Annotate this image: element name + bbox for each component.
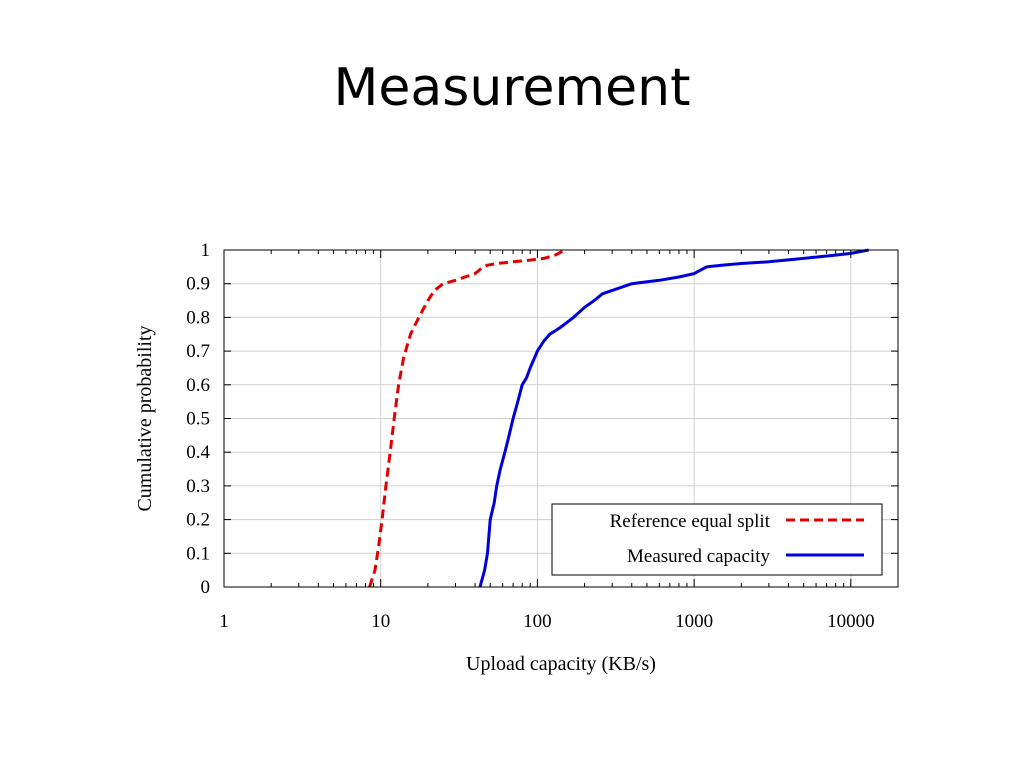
x-axis-label: Upload capacity (KB/s) [466, 653, 656, 675]
legend-entry-reference: Reference equal split [610, 511, 864, 532]
x-tick-label: 1 [219, 611, 229, 632]
y-axis-label: Cumulative probability [134, 325, 156, 511]
legend-box [551, 503, 883, 576]
y-tick-label: 0.7 [186, 341, 210, 362]
y-tick-label: 1 [201, 240, 211, 261]
y-tick-label: 0.9 [186, 274, 210, 295]
legend-label-measured: Measured capacity [627, 546, 770, 567]
series-line-reference [368, 248, 566, 588]
y-tick-label: 0.6 [186, 375, 210, 396]
legend-entry-measured: Measured capacity [627, 546, 864, 567]
y-tick-label: 0.2 [186, 510, 210, 531]
y-tick-label: 0.1 [186, 543, 210, 564]
y-tick-label: 0.5 [186, 409, 210, 430]
x-tick-label: 10 [371, 611, 390, 632]
y-tick-label: 0.8 [186, 307, 210, 328]
y-tick-label: 0 [201, 577, 211, 598]
legend-label-reference: Reference equal split [610, 511, 771, 532]
series-line-measured [478, 248, 869, 588]
x-tick-label: 10000 [827, 611, 875, 632]
y-tick-label: 0.3 [186, 476, 210, 497]
x-tick-label: 1000 [675, 611, 713, 632]
slide-title: Measurement [333, 58, 691, 118]
series-group [368, 248, 869, 588]
x-tick-label: 100 [523, 611, 552, 632]
legend: Reference equal split Measured capacity [551, 503, 883, 576]
y-tick-label: 0.4 [186, 442, 210, 463]
ticks: 0 0.1 0.2 0.3 0.4 0.5 0.6 0.7 0.8 0.9 1 1 10 100 1000 1… [186, 240, 898, 632]
